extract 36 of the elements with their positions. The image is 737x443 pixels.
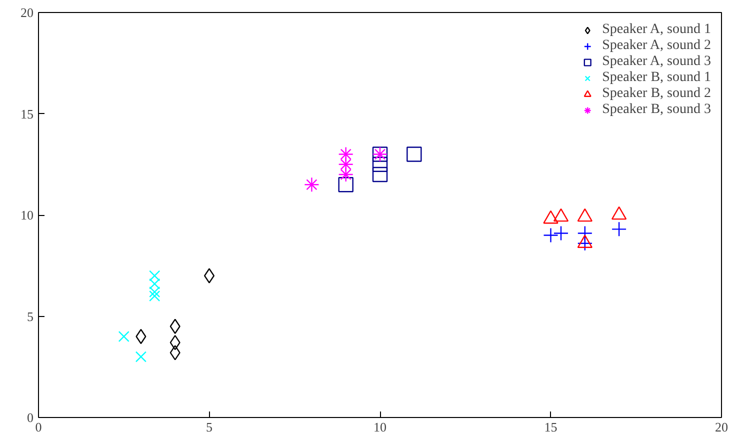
x-tick-label: 20 [715, 420, 728, 434]
legend-label: Speaker A, sound 3 [602, 54, 711, 70]
point [304, 177, 320, 192]
point [372, 166, 388, 182]
point [135, 351, 146, 362]
point [149, 286, 160, 298]
point [118, 330, 130, 342]
x-tick-label: 15 [544, 420, 558, 434]
point [149, 278, 160, 290]
point [553, 226, 569, 241]
legend-label: Speaker B, sound 2 [602, 86, 711, 102]
y-tick-label: 0 [27, 410, 34, 425]
point [149, 270, 160, 282]
y-tick-label: 20 [20, 5, 34, 20]
y-tick-label: 5 [27, 308, 34, 324]
legend-label: Speaker B, sound 3 [602, 102, 711, 118]
point [204, 268, 215, 284]
point [338, 156, 354, 172]
y-tick-label: 15 [20, 106, 34, 122]
x-tick-label: 10 [374, 420, 386, 434]
point [611, 222, 627, 237]
x-tick-label: 5 [206, 420, 212, 434]
point [406, 146, 422, 162]
point [149, 290, 160, 302]
point [338, 146, 354, 162]
y-tick-label: 10 [20, 208, 34, 222]
legend-label: Speaker A, sound 1 [602, 22, 711, 38]
legend-label: Speaker A, sound 2 [602, 38, 711, 54]
legend-label: Speaker B, sound 1 [602, 70, 711, 86]
point [543, 228, 558, 243]
point [170, 318, 180, 334]
point [170, 345, 180, 360]
point [577, 236, 592, 251]
point [372, 156, 388, 172]
point [338, 177, 354, 192]
point [338, 166, 354, 182]
